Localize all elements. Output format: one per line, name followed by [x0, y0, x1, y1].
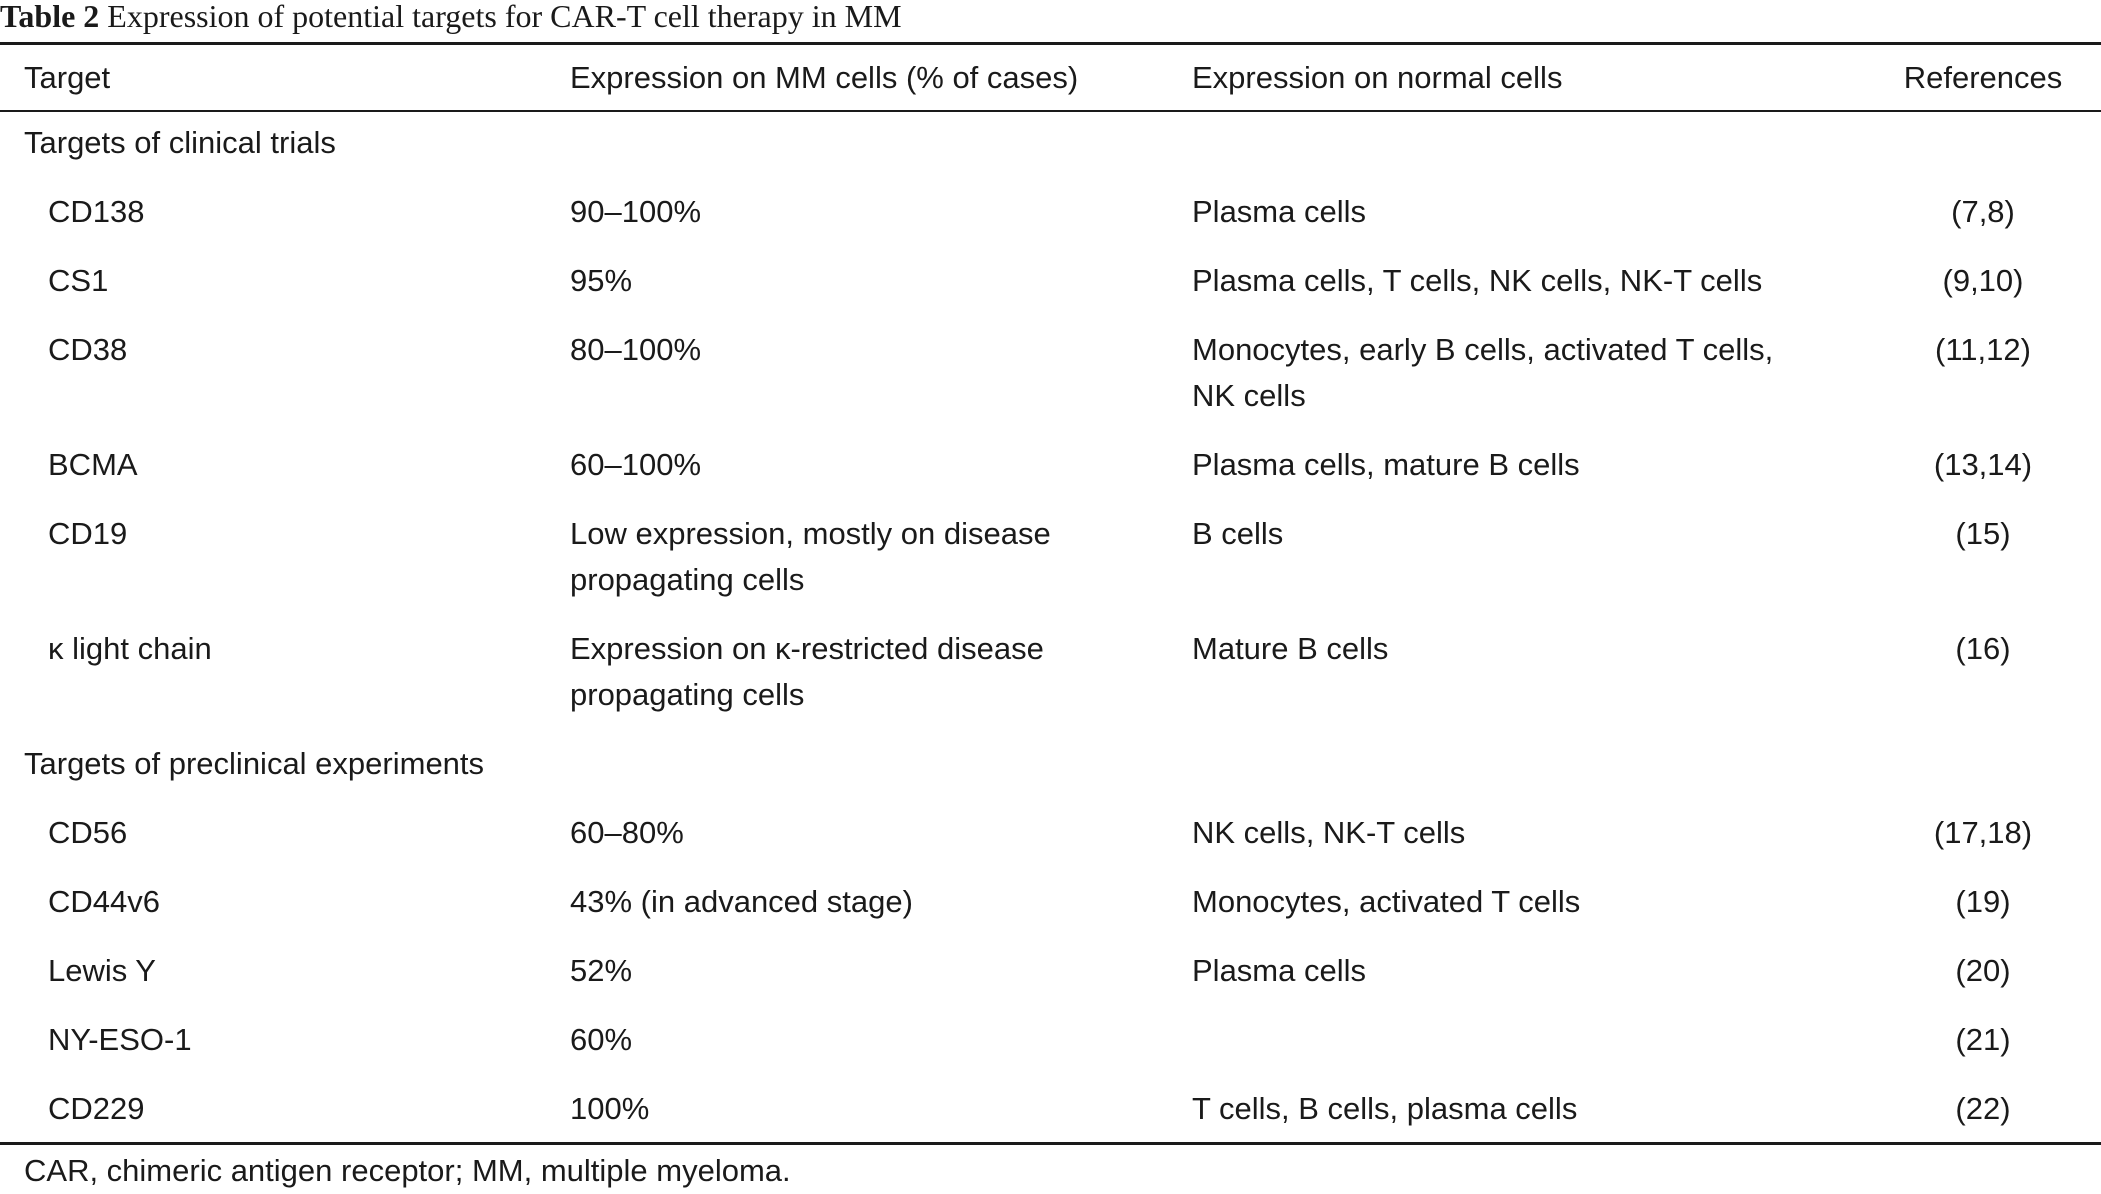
- cell-references: (7,8): [1951, 194, 2015, 229]
- cell-references: (15): [1955, 516, 2011, 551]
- column-header-normal-expression: Expression on normal cells: [1192, 60, 1563, 95]
- table-caption-label: Table 2: [0, 0, 100, 34]
- column-header-references: References: [1903, 60, 2063, 95]
- table-caption-text: Expression of potential targets for CAR-…: [107, 0, 902, 34]
- cell-normal-expression: Plasma cells: [1192, 194, 1366, 229]
- cell-references: (16): [1955, 631, 2011, 666]
- top-rule: [0, 42, 2101, 45]
- cell-references: (9,10): [1942, 263, 2024, 298]
- cell-mm-expression: 52%: [570, 953, 633, 988]
- cell-mm-expression: 95%: [570, 263, 633, 298]
- cell-target: BCMA: [48, 447, 138, 482]
- cell-mm-expression: 43% (in advanced stage): [570, 884, 913, 919]
- section-title: Targets of clinical trials: [24, 125, 336, 160]
- cell-normal-expression: Monocytes, activated T cells: [1192, 884, 1581, 919]
- table-caption: Table 2 Expression of potential targets …: [0, 0, 902, 36]
- cell-normal-expression: Monocytes, early B cells, activated T ce…: [1192, 332, 1774, 367]
- cell-references: (22): [1955, 1091, 2011, 1126]
- header-rule: [0, 110, 2101, 112]
- cell-references: (20): [1955, 953, 2011, 988]
- cell-references: (17,18): [1933, 815, 2033, 850]
- cell-mm-expression: 60–100%: [570, 447, 702, 482]
- cell-target: CD229: [48, 1091, 145, 1126]
- cell-normal-expression: Plasma cells, T cells, NK cells, NK-T ce…: [1192, 263, 1763, 298]
- cell-mm-expression: 60–80%: [570, 815, 684, 850]
- cell-mm-expression: Expression on κ-restricted disease: [570, 631, 1044, 666]
- cell-target: CD138: [48, 194, 145, 229]
- cell-target: NY-ESO-1: [48, 1022, 192, 1057]
- cell-normal-expression: NK cells, NK-T cells: [1192, 815, 1466, 850]
- cell-mm-expression: 60%: [570, 1022, 633, 1057]
- column-header-mm-expression: Expression on MM cells (% of cases): [570, 60, 1079, 95]
- cell-references: (13,14): [1933, 447, 2033, 482]
- bottom-rule: [0, 1142, 2101, 1145]
- cell-target: CD19: [48, 516, 128, 551]
- cell-mm-expression: 90–100%: [570, 194, 702, 229]
- table-header: Target Expression on MM cells (% of case…: [0, 45, 2101, 110]
- cell-target: CD44v6: [48, 884, 160, 919]
- table-footnote: CAR, chimeric antigen receptor; MM, mult…: [24, 1153, 791, 1188]
- cell-target: CD38: [48, 332, 128, 367]
- cell-mm-expression: Low expression, mostly on disease: [570, 516, 1051, 551]
- cell-references: (11,12): [1935, 332, 2031, 367]
- cell-normal-expression: Plasma cells, mature B cells: [1192, 447, 1580, 482]
- cell-normal-expression: Plasma cells: [1192, 953, 1366, 988]
- cell-target: CS1: [48, 263, 109, 298]
- cell-normal-expression: NK cells: [1192, 378, 1306, 413]
- cell-mm-expression: 100%: [570, 1091, 650, 1126]
- cell-target: Lewis Y: [48, 953, 156, 988]
- cell-target: κ light chain: [48, 631, 212, 666]
- column-header-target: Target: [24, 60, 111, 95]
- section-title: Targets of preclinical experiments: [24, 746, 485, 781]
- cell-mm-expression: propagating cells: [570, 562, 805, 597]
- cell-normal-expression: T cells, B cells, plasma cells: [1192, 1091, 1578, 1126]
- cell-mm-expression: propagating cells: [570, 677, 805, 712]
- cell-mm-expression: 80–100%: [570, 332, 702, 367]
- cell-target: CD56: [48, 815, 128, 850]
- cell-normal-expression: B cells: [1192, 516, 1284, 551]
- cell-normal-expression: Mature B cells: [1192, 631, 1389, 666]
- cell-references: (19): [1955, 884, 2011, 919]
- cell-references: (21): [1955, 1022, 2011, 1057]
